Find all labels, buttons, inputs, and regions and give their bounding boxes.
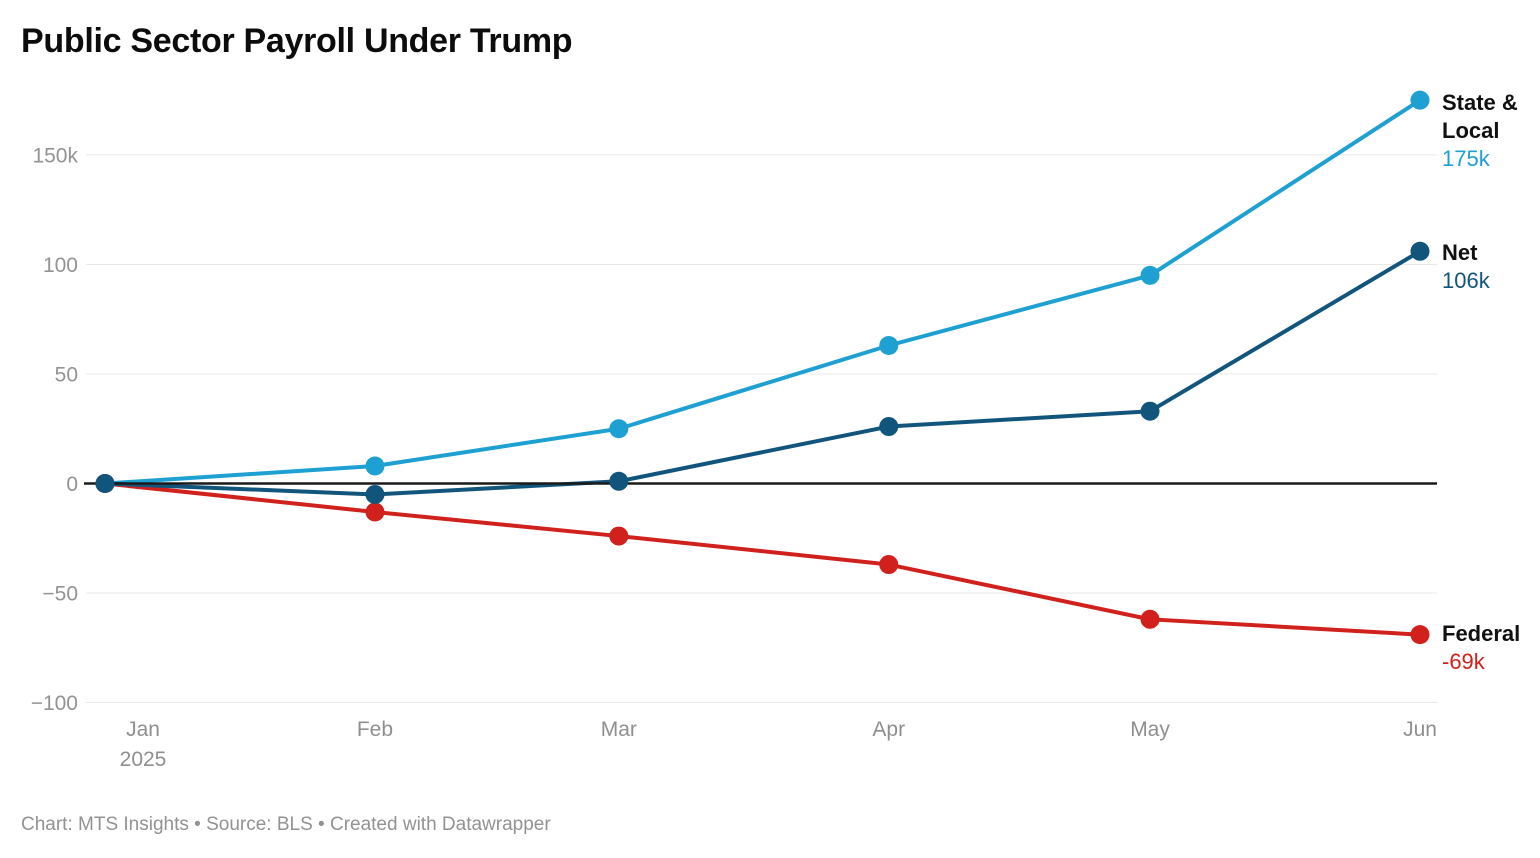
series-end-value: -69k	[1442, 649, 1485, 674]
series-line	[103, 98, 1422, 486]
data-point	[365, 502, 385, 522]
data-point	[609, 471, 629, 491]
series-end-value: 106k	[1442, 268, 1490, 293]
y-axis-tick-label: −50	[42, 583, 78, 606]
series-name: Local	[1442, 118, 1500, 143]
data-point	[1140, 265, 1160, 285]
series-end-value: 175k	[1442, 146, 1490, 171]
chart-footer: Chart: MTS Insights • Source: BLS • Crea…	[21, 814, 551, 835]
data-point	[1410, 625, 1430, 645]
series-label-federal: Federal -69k	[1442, 620, 1520, 676]
series-label-net: Net 106k	[1442, 239, 1490, 295]
data-point	[365, 484, 385, 504]
series-label-state-local: State & Local 175k	[1442, 89, 1518, 173]
data-point	[609, 526, 629, 546]
series-line	[103, 481, 1422, 637]
data-point	[1140, 609, 1160, 629]
chart-title: Public Sector Payroll Under Trump	[21, 22, 573, 60]
data-point	[95, 474, 115, 493]
data-point	[609, 419, 629, 439]
x-axis-tick-label: Feb	[357, 718, 393, 741]
x-axis-tick-label: May	[1130, 718, 1170, 741]
x-axis-tick-label: Jun	[1403, 718, 1437, 741]
data-point	[1410, 241, 1430, 261]
line-chart-plot: −100 −50 0 50 100 150k Jan 2025 Feb Mar Apr May Jun	[31, 90, 1437, 771]
data-point	[879, 417, 899, 437]
y-axis-tick-label: 100	[43, 254, 78, 277]
series-name: Net	[1442, 240, 1478, 265]
data-point	[1410, 90, 1430, 110]
data-point	[879, 555, 899, 575]
data-point	[365, 456, 385, 476]
y-axis-tick-label: 150k	[32, 144, 78, 167]
x-axis-tick-label: Jan	[126, 718, 160, 741]
x-axis-tick-label: Apr	[872, 718, 905, 741]
data-point	[1140, 401, 1160, 421]
series-line	[103, 249, 1422, 497]
y-axis-tick-label: 50	[55, 363, 78, 386]
y-axis-tick-label: −100	[31, 692, 78, 715]
x-axis-tick-sublabel: 2025	[120, 748, 167, 771]
x-axis-tick-label: Mar	[601, 718, 637, 741]
series-name: Federal	[1442, 621, 1521, 646]
data-point	[879, 335, 899, 355]
series-name: State &	[1442, 90, 1518, 115]
y-axis-tick-label: 0	[66, 473, 78, 496]
